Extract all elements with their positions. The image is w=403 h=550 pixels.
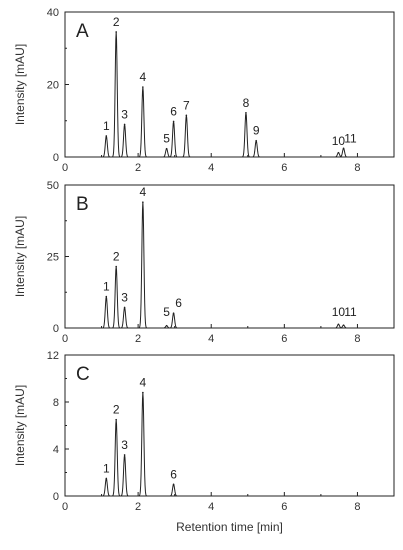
peak-apex-2 [115,265,117,268]
y-tick-label: 25 [47,252,59,264]
peak-apex-3 [123,306,126,309]
x-axis-title: Retention time [min] [176,520,283,534]
panel-letter: C [76,364,90,385]
panel-letter: A [76,21,89,42]
y-axis-title: Intensity [mAU] [13,385,27,466]
peak-apex-4 [142,201,144,203]
peak-label-3: 3 [121,107,128,121]
peak-apex-4 [142,86,144,88]
peak-label-11: 11 [344,305,357,319]
peak-apex-11 [342,147,345,150]
peak-label-6: 6 [175,296,182,310]
peak-label-10: 10 [332,305,346,319]
peak-apex-8 [245,111,247,114]
peak-label-7: 7 [183,98,190,112]
peak-apex-5 [165,324,168,327]
peak-apex-5 [165,147,168,150]
peak-apex-6 [172,120,175,123]
y-tick-label: 20 [47,80,59,92]
chromatogram-trace [64,31,395,158]
peak-label-5: 5 [163,132,170,146]
peak-apex-1 [105,135,108,137]
peak-label-2: 2 [113,403,120,417]
peak-label-1: 1 [103,280,110,294]
peak-label-10: 10 [332,134,346,148]
peak-label-3: 3 [121,290,128,304]
peak-label-1: 1 [103,461,110,475]
peak-apex-10 [337,151,340,154]
peak-apex-1 [105,477,108,480]
x-tick-label: 8 [354,333,360,345]
x-tick-label: 4 [208,162,214,174]
peak-label-6: 6 [170,467,177,481]
chromatogram-trace [64,392,395,497]
x-tick-label: 4 [208,333,214,345]
y-tick-label: 0 [53,491,59,503]
x-tick-label: 6 [281,162,287,174]
y-axis-title: Intensity [mAU] [13,216,27,297]
x-tick-label: 8 [354,501,360,513]
y-tick-label: 8 [53,397,59,409]
x-tick-label: 0 [62,162,68,174]
peak-apex-6 [172,312,175,314]
x-tick-label: 6 [281,333,287,345]
y-tick-label: 0 [53,152,59,164]
x-tick-label: 2 [135,333,141,345]
peak-apex-11 [342,324,345,326]
peak-apex-3 [123,123,126,126]
peak-label-2: 2 [113,15,120,29]
peak-apex-3 [123,454,126,456]
peak-label-1: 1 [103,119,110,133]
chromatogram-trace [64,201,395,329]
peak-label-4: 4 [140,376,147,390]
peak-label-6: 6 [170,104,177,118]
peak-apex-7 [185,114,188,117]
peak-label-4: 4 [140,185,147,199]
peak-label-3: 3 [121,438,128,452]
x-tick-label: 2 [135,162,141,174]
peak-apex-9 [255,139,257,142]
x-tick-label: 2 [135,501,141,513]
peak-label-8: 8 [243,96,250,110]
x-tick-label: 4 [208,501,214,513]
peak-label-5: 5 [163,305,170,319]
y-axis-title: Intensity [mAU] [13,44,27,125]
peak-apex-2 [115,418,117,421]
y-tick-label: 4 [53,444,59,456]
y-tick-label: 12 [47,350,59,362]
y-tick-label: 50 [47,180,59,192]
peak-label-2: 2 [113,250,120,264]
x-tick-label: 0 [62,501,68,513]
y-tick-label: 40 [47,7,59,19]
x-tick-label: 8 [354,162,360,174]
x-tick-label: 0 [62,333,68,345]
panel-letter: B [76,194,89,215]
peak-apex-6 [172,483,175,486]
peak-label-11: 11 [344,131,357,145]
peak-label-4: 4 [140,70,147,84]
x-tick-label: 6 [281,501,287,513]
peak-apex-1 [105,295,108,298]
peak-apex-4 [142,391,144,394]
y-tick-label: 0 [53,323,59,335]
peak-label-9: 9 [253,124,260,138]
peak-apex-10 [337,323,340,326]
peak-apex-2 [115,31,117,33]
